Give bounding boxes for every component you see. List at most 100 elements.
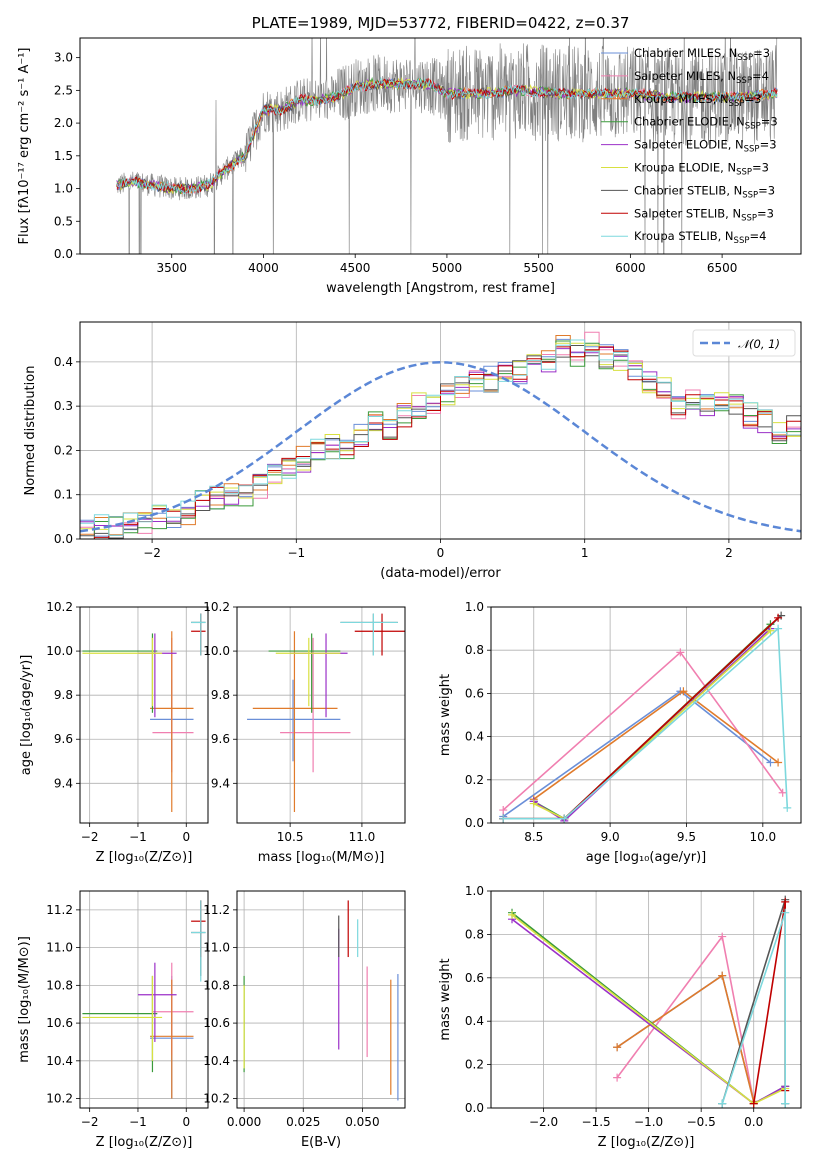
x-tick-label: 3500 — [156, 261, 187, 275]
plot-area — [82, 613, 206, 812]
legend-label: Salpeter ELODIE, NSSP=3 — [634, 138, 777, 155]
errorbar-kroupa_miles — [150, 631, 194, 812]
x-axis-label: mass [log₁₀(M/M⊙)] — [258, 850, 385, 865]
series-line — [503, 626, 789, 820]
panel-massweight_vs_age: 8.5 9.0 9.5 10.0 0.0 0.2 0.4 0.6 0.8 1.0 age [log₁… — [438, 600, 802, 865]
y-tick-label: 11.2 — [203, 903, 230, 917]
y-tick-label: 3.0 — [54, 51, 73, 65]
x-tick-label: −1.0 — [634, 1115, 663, 1129]
x-tick-label: 11.0 — [349, 830, 376, 844]
plot-area — [508, 895, 790, 1108]
plot-area — [499, 611, 792, 823]
y-tick-label: 0.3 — [54, 399, 73, 413]
legend-label-main: Chabrier STELIB, N — [634, 183, 742, 197]
legend-label: Chabrier ELODIE, NSSP=3 — [634, 115, 778, 132]
legend-label-sub: SSP — [734, 236, 750, 246]
y-tick-label: 1.0 — [465, 884, 484, 898]
legend-label: Chabrier STELIB, NSSP=3 — [634, 183, 775, 200]
y-axis-label: Flux [fλ10⁻¹⁷ erg cm⁻² s⁻¹ A⁻¹] — [17, 48, 32, 245]
y-axis-label: age [log₁₀(age/yr)] — [19, 655, 34, 776]
y-tick-label: 11.0 — [46, 941, 73, 955]
histogram-kroupa_stelib — [80, 339, 801, 536]
panel-age_vs_Z: −2 −1 0 9.4 9.6 9.8 10.0 10.2 Z [log₁₀(Z/Z⊙)] age… — [19, 600, 209, 865]
x-tick-label: 4000 — [248, 261, 279, 275]
axes-frame — [79, 606, 209, 824]
x-tick-label: −1.5 — [582, 1115, 611, 1129]
y-tick-label: 9.4 — [54, 776, 73, 790]
legend-label-suffix: =3 — [758, 183, 775, 197]
legend-label-main: Kroupa MILES, N — [634, 92, 729, 106]
plot-area — [82, 900, 206, 1099]
legend-label-main: Kroupa ELODIE, N — [634, 161, 736, 175]
legend-label-main: Salpeter MILES, N — [634, 69, 736, 83]
y-tick-label: 0.5 — [54, 214, 73, 228]
errorbar-salpeter_stelib — [354, 613, 405, 656]
y-tick-label: 1.5 — [54, 149, 73, 163]
legend-entry: Chabrier STELIB, NSSP=3 — [601, 183, 775, 200]
x-axis-label: age [log₁₀(age/yr)] — [586, 850, 707, 865]
series-marker — [508, 910, 517, 919]
y-axis-label: Normed distribution — [23, 366, 38, 496]
series-marker — [679, 687, 688, 696]
legend-label-sub: SSP — [736, 168, 752, 178]
x-tick-label: 9.0 — [601, 830, 620, 844]
y-tick-label: 11.0 — [203, 941, 230, 955]
model-line-salpeter_stelib — [116, 78, 778, 194]
y-tick-label: 0.6 — [465, 971, 484, 985]
y-tick-label: 10.2 — [203, 1092, 230, 1106]
errorbar-kroupa_miles — [150, 979, 194, 1099]
series-salpeter_miles — [499, 648, 787, 815]
series-marker — [783, 803, 792, 812]
series-marker — [766, 758, 775, 767]
legend-label: Salpeter STELIB, NSSP=3 — [634, 206, 774, 223]
legend-entry: Kroupa STELIB, NSSP=4 — [601, 229, 766, 246]
series-marker — [529, 799, 538, 808]
panel-spectrum: 3500 4000 4500 5000 5500 6000 6500 0.0 0.5 1.0 1.5… — [17, 14, 802, 296]
x-axis-label: E(B-V) — [301, 1135, 341, 1150]
y-tick-label: 10.6 — [203, 1016, 230, 1030]
series-marker — [718, 1099, 727, 1108]
series-marker — [613, 1043, 622, 1052]
series-marker — [781, 908, 790, 917]
legend-label-suffix: =3 — [760, 138, 777, 152]
x-tick-label: 2 — [725, 546, 733, 560]
errorbar-salpeter_elodie — [137, 962, 177, 1042]
legend-label-suffix: =3 — [757, 206, 774, 220]
y-tick-label: 10.2 — [203, 600, 230, 614]
panel-mass_vs_Z: −2 −1 0 10.2 10.4 10.6 10.8 11.0 11.2 Z [log₁₀(Z/… — [17, 890, 209, 1150]
x-tick-label: 8.5 — [524, 830, 543, 844]
series-marker — [778, 788, 787, 797]
series-marker — [781, 897, 790, 906]
y-tick-label: 0.0 — [54, 532, 73, 546]
legend-label-sub: SSP — [737, 53, 753, 63]
legend-label: Kroupa ELODIE, NSSP=3 — [634, 161, 769, 178]
x-tick-label: 10.5 — [277, 830, 304, 844]
axes-frame — [490, 890, 802, 1109]
panel-mass_vs_ebv: 0.000 0.025 0.050 10.2 10.4 10.6 10.8 11.0 11.2 E… — [203, 890, 406, 1150]
legend-label-sub: SSP — [742, 190, 758, 200]
series-marker — [499, 806, 508, 815]
x-axis-label: Z [log₁₀(Z/Z⊙)] — [96, 1135, 193, 1150]
y-tick-label: 10.2 — [46, 600, 73, 614]
legend: 𝒩(0, 1) — [692, 329, 796, 357]
series-marker — [718, 971, 727, 980]
legend-label-sub: SSP — [729, 99, 745, 109]
series-marker — [774, 624, 783, 633]
legend-label-suffix: =4 — [752, 69, 769, 83]
model-line-kroupa_stelib — [116, 76, 778, 195]
y-tick-label: 9.6 — [211, 732, 230, 746]
x-tick-label: −1 — [287, 546, 305, 560]
model-line-kroupa_elodie — [116, 76, 778, 194]
series-kroupa_stelib — [499, 624, 792, 823]
y-tick-label: 1.0 — [465, 600, 484, 614]
y-tick-label: 0.8 — [465, 643, 484, 657]
series-marker — [781, 1099, 790, 1108]
x-tick-label: 0.025 — [286, 1115, 320, 1129]
legend-entry: Salpeter MILES, NSSP=4 — [601, 69, 769, 86]
errorbar-kroupa_stelib — [191, 900, 206, 982]
x-tick-label: 1 — [581, 546, 589, 560]
y-axis-label: mass weight — [438, 958, 453, 1040]
y-tick-label: 10.6 — [46, 1016, 73, 1030]
